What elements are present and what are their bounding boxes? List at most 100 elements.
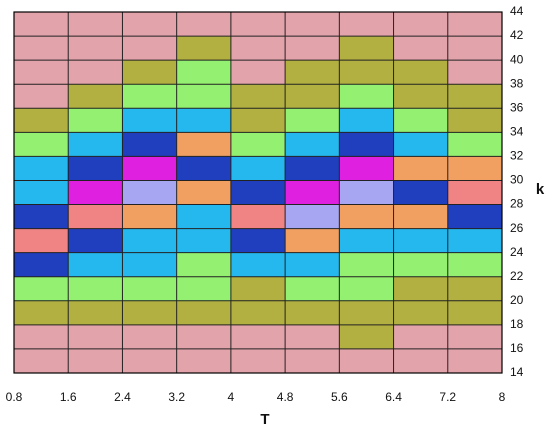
contour-cell [13,83,69,109]
contour-cell [122,156,177,181]
contour-cell [393,300,449,326]
contour-cell [230,300,286,326]
contour-cell [122,59,177,85]
y-tick-label: 16 [510,341,524,355]
x-tick-label: 3.2 [168,390,185,404]
contour-cell [339,108,394,133]
contour-cell [13,11,69,37]
contour-cell [13,276,69,302]
y-tick-label: 38 [510,76,524,90]
contour-cell [284,35,340,61]
y-tick-label: 20 [510,293,524,307]
contour-cell [230,59,286,85]
contour-cell [67,180,123,205]
contour-cell [122,228,177,253]
contour-cell [176,252,232,277]
contour-cell [176,108,232,133]
x-tick-label: 4 [228,390,235,404]
contour-cell [122,204,177,229]
contour-cell [122,276,177,302]
y-tick-label: 32 [510,149,524,163]
contour-cell [230,180,286,205]
contour-cell [393,83,449,109]
contour-cell [284,156,340,181]
contour-cell [284,228,340,253]
contour-cell [67,59,123,85]
y-tick-label: 44 [510,4,524,18]
contour-cell [339,35,394,61]
contour-cell [230,348,286,374]
x-tick-label: 5.6 [331,390,348,404]
contour-cell [447,59,503,85]
contour-cell [230,132,286,157]
contour-cell [447,300,503,326]
contour-cell [122,180,177,205]
contour-cell [393,156,449,181]
y-tick-label: 30 [510,173,524,187]
y-tick-label: 34 [510,125,524,139]
contour-cell [230,83,286,109]
contour-cell [176,132,232,157]
y-axis-label: k [536,181,545,198]
contour-cell [393,228,449,253]
y-tick-label: 40 [510,52,524,66]
contour-cell [284,11,340,37]
contour-cell [339,300,394,326]
contour-cell [67,252,123,277]
contour-cell [176,156,232,181]
contour-cell [176,228,232,253]
contour-cell [67,204,123,229]
contour-cell [67,324,123,350]
contour-cell [339,204,394,229]
y-tick-label: 22 [510,269,524,283]
contour-cell [447,276,503,302]
contour-cell [67,108,123,133]
contour-cell [447,83,503,109]
contour-cell [447,108,503,133]
contour-cell [67,228,123,253]
x-tick-label: 1.6 [60,390,77,404]
contour-cell [67,156,123,181]
contour-cell [447,132,503,157]
contour-cell [339,348,394,374]
contour-cell [339,324,394,350]
contour-cell [447,324,503,350]
contour-cell [447,35,503,61]
x-tick-label: 7.2 [439,390,456,404]
contour-cell [284,300,340,326]
plot-frame [13,11,503,374]
contour-cell [393,108,449,133]
contour-cell [284,276,340,302]
contour-cell [176,276,232,302]
contour-cell [284,108,340,133]
y-tick-label: 18 [510,317,524,331]
contour-cell [13,252,69,277]
contour-cell [230,35,286,61]
contour-cell [13,59,69,85]
contour-cell [230,11,286,37]
contour-cell [176,204,232,229]
contour-cell [284,132,340,157]
y-tick-label: 36 [510,100,524,114]
contour-cell [122,348,177,374]
contour-cell [122,35,177,61]
contour-cell [230,324,286,350]
contour-cell [13,108,69,133]
contour-cell [67,132,123,157]
contour-cell [67,35,123,61]
contour-cell [447,252,503,277]
contour-cell [13,324,69,350]
contour-cell [122,108,177,133]
x-axis-label: T [260,411,269,428]
contour-cell [176,300,232,326]
contour-cell [122,300,177,326]
contour-cell [339,252,394,277]
contour-cell [122,132,177,157]
x-tick-label: 2.4 [114,390,131,404]
contour-cell [13,35,69,61]
contour-cell [284,348,340,374]
contour-cell [393,59,449,85]
contour-cell [67,83,123,109]
contour-cell [447,228,503,253]
